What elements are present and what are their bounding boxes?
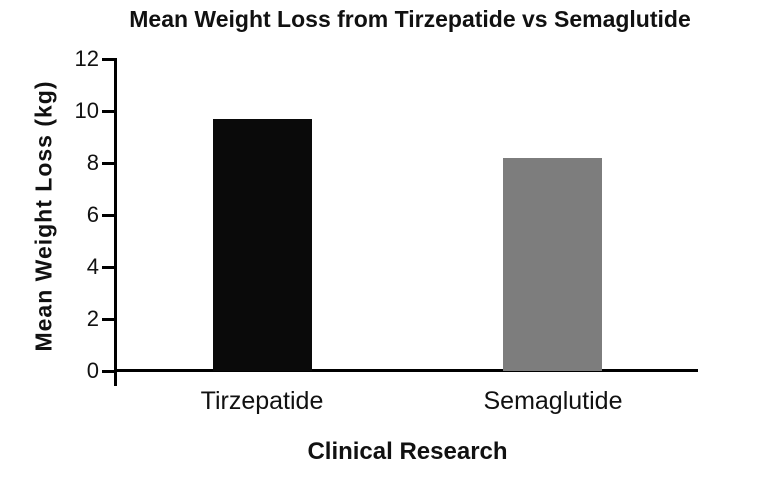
y-tick-label-12: 12: [74, 46, 99, 71]
chart-title: Mean Weight Loss from Tirzepatide vs Sem…: [129, 6, 691, 32]
y-tick-10: [102, 109, 114, 113]
x-axis-label: Clinical Research: [307, 438, 508, 465]
y-tick-6: [102, 213, 114, 217]
y-tick-label-8: 8: [86, 150, 99, 175]
y-axis-line: [114, 58, 117, 386]
y-tick-label-0: 0: [86, 358, 99, 383]
y-tick-0: [102, 369, 114, 373]
bar-tirzepatide: [213, 119, 312, 371]
y-tick-4: [102, 265, 114, 269]
y-tick-label-10: 10: [74, 98, 99, 123]
x-axis-line: [114, 369, 698, 372]
plot-area: 0 2 4 6 8 10 12 Tirzepatide Semaglutide: [75, 46, 698, 415]
y-tick-8: [102, 161, 114, 165]
y-tick-label-4: 4: [86, 254, 99, 279]
y-tick-label-2: 2: [86, 306, 99, 331]
y-tick-12: [102, 57, 114, 61]
y-tick-label-6: 6: [86, 202, 99, 227]
bar-semaglutide: [503, 158, 602, 371]
category-label-semaglutide: Semaglutide: [483, 387, 623, 415]
category-label-tirzepatide: Tirzepatide: [200, 387, 324, 415]
y-tick-2: [102, 317, 114, 321]
